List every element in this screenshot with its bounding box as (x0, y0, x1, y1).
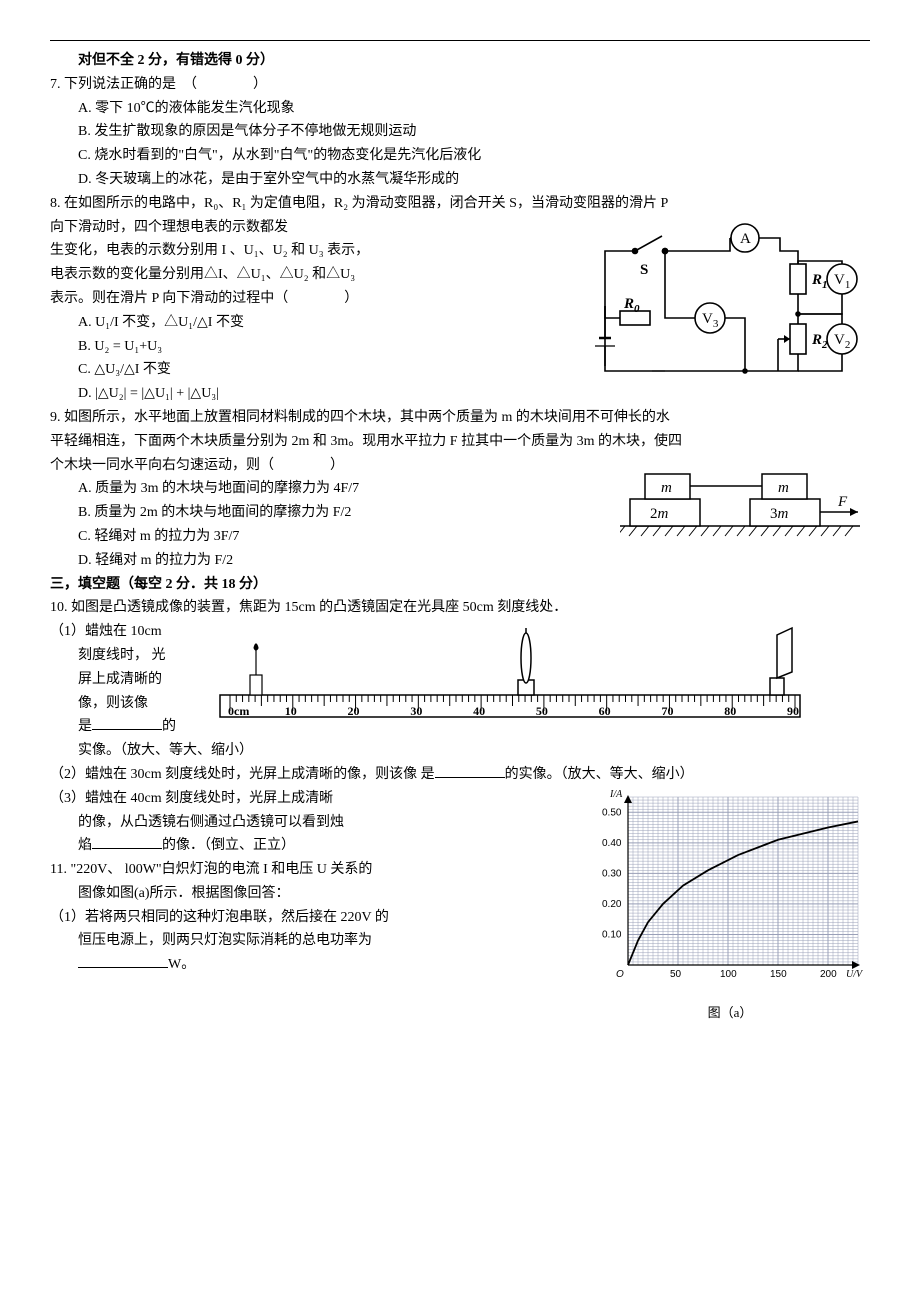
optical-bench: 0cm 10 20 30 40 50 60 70 80 90 (210, 620, 810, 730)
q11-caption: 图（a） (590, 1002, 870, 1024)
svg-text:70: 70 (661, 704, 673, 718)
q10-p3d: 的像．（倒立、正立） (162, 838, 295, 853)
q7-opt-a: A. 零下 10℃的液体能发生汽化现象 (50, 97, 870, 121)
label-m2: m (778, 480, 789, 496)
q10-p3c: 焰 (78, 838, 92, 853)
section3-title: 三，填空题（每空 2 分．共 18 分） (50, 573, 870, 597)
svg-text:O: O (616, 969, 624, 980)
q11-p1b: 恒压电源上，则两只灯泡实际消耗的总电功率为 (50, 929, 580, 953)
q11-p1c: W。 (168, 957, 195, 972)
q11-stem1: 11. "220V、 l00W"白炽灯泡的电流 I 和电压 U 关系的 (50, 858, 580, 882)
svg-text:10: 10 (285, 704, 297, 718)
top-rule (50, 40, 870, 41)
label-S: S (640, 262, 648, 278)
q11-stem2: 图像如图(a)所示．根据图像回答： (50, 882, 580, 906)
q9-opt-c: C. 轻绳对 m 的拉力为 3F/7 (50, 525, 610, 549)
q10-p1e: 是 (78, 719, 92, 734)
q8-stem-5: 表示。则在滑片 P 向下滑动的过程中（ ） (50, 287, 570, 311)
q9-diagram: m m 2m 3m F (620, 454, 870, 544)
label-m1: m (661, 480, 672, 496)
q7-stem: 7. 下列说法正确的是 （ ） (50, 73, 870, 97)
svg-text:0.40: 0.40 (602, 838, 622, 849)
q8-opt-a: A. U₁/I 不变，△U₁/△I 不变 (50, 311, 570, 335)
svg-text:100: 100 (720, 969, 737, 980)
q7-opt-d: D. 冬天玻璃上的冰花，是由于室外空气中的水蒸气凝华形成的 (50, 168, 870, 192)
blank-2 (435, 763, 505, 778)
q10-p1f: 的 (162, 719, 176, 734)
q10-p1c: 屏上成清晰的 (50, 668, 200, 692)
q10-p1a: （1）蜡烛在 10cm (50, 620, 200, 644)
q10-p3b: 的像，从凸透镜右侧通过凸透镜可以看到烛 (50, 811, 580, 835)
q7-opt-c: C. 烧水时看到的"白气"，从水到"白气"的物态变化是先汽化后液化 (50, 144, 870, 168)
q10-p3cd: 焰 的像．（倒立、正立） (50, 834, 580, 858)
label-F: F (837, 494, 848, 510)
q8-opt-b: B. U₂ = U₁+U₃ (50, 335, 570, 359)
svg-text:90: 90 (787, 704, 799, 718)
q8-opt-c: C. △U₃/△I 不变 (50, 358, 570, 382)
svg-text:200: 200 (820, 969, 837, 980)
q9-opt-a: A. 质量为 3m 的木块与地面间的摩擦力为 4F/7 (50, 477, 610, 501)
svg-text:80: 80 (724, 704, 736, 718)
svg-text:20: 20 (348, 704, 360, 718)
q10-p2a: （2）蜡烛在 30cm 刻度线处时，光屏上成清晰的像，则该像 是 (50, 767, 435, 782)
q8-stem-1: 8. 在如图所示的电路中，R₀、R₁ 为定值电阻，R₂ 为滑动变阻器，闭合开关 … (50, 192, 870, 216)
q8-text: 向下滑动时，四个理想电表的示数都发 生变化，电表的示数分别用 I 、U₁、U₂ … (50, 216, 570, 406)
q11-p1c-row: W。 (50, 953, 580, 977)
q10-p1g: 实像。（放大、等大、缩小） (50, 739, 870, 763)
q10-q11-text: （3）蜡烛在 40cm 刻度线处时，光屏上成清晰 的像，从凸透镜右侧通过凸透镜可… (50, 787, 580, 977)
q10-p1b: 刻度线时， 光 (50, 644, 200, 668)
svg-text:40: 40 (473, 704, 485, 718)
q9-stem-3: 个木块一同水平向右匀速运动，则（ ） (50, 454, 610, 478)
q9-text: 个木块一同水平向右匀速运动，则（ ） A. 质量为 3m 的木块与地面间的摩擦力… (50, 454, 610, 573)
q8-stem-3: 生变化，电表的示数分别用 I 、U₁、U₂ 和 U₃ 表示， (50, 239, 570, 263)
q8-circuit: S R0 R1 R2 A V3 V1 V2 (580, 216, 870, 386)
q8-opt-d: D. |△U₂| = |△U₁| + |△U₃| (50, 382, 570, 406)
svg-text:0.20: 0.20 (602, 899, 622, 910)
svg-text:50: 50 (536, 704, 548, 718)
q10-p3a: （3）蜡烛在 40cm 刻度线处时，光屏上成清晰 (50, 787, 580, 811)
label-2m: 2m (650, 506, 669, 522)
svg-text:60: 60 (599, 704, 611, 718)
scoring-note: 对但不全 2 分，有错选得 0 分） (50, 49, 870, 73)
blank-3 (92, 834, 162, 849)
svg-text:0.10: 0.10 (602, 929, 622, 940)
q11-chart: 50 100 150 200 0.10 0.20 0.30 0.40 0.50 O I/A U/V 图… (590, 787, 870, 1024)
q10-p2: （2）蜡烛在 30cm 刻度线处时，光屏上成清晰的像，则该像 是 的实像。（放大、… (50, 763, 870, 787)
blank-4 (78, 953, 168, 968)
blank-1 (92, 715, 162, 730)
label-3m: 3m (770, 506, 789, 522)
q10-stem: 10. 如图是凸透镜成像的装置，焦距为 15cm 的凸透镜固定在光具座 50cm… (50, 596, 870, 620)
svg-text:U/V: U/V (846, 969, 864, 980)
svg-text:I/A: I/A (609, 789, 623, 800)
svg-text:150: 150 (770, 969, 787, 980)
svg-text:0cm: 0cm (228, 704, 249, 718)
q9-stem-1: 9. 如图所示，水平地面上放置相同材料制成的四个木块，其中两个质量为 m 的木块… (50, 406, 870, 430)
q10-p1ef: 是的 (50, 715, 200, 739)
label-A: A (740, 231, 751, 247)
svg-text:0.50: 0.50 (602, 807, 622, 818)
q8-stem-2: 向下滑动时，四个理想电表的示数都发 (50, 216, 570, 240)
q10-p1d: 像，则该像 (50, 692, 200, 716)
q9-stem-2: 平轻绳相连，下面两个木块质量分别为 2m 和 3m。现用水平拉力 F 拉其中一个… (50, 430, 870, 454)
svg-text:30: 30 (410, 704, 422, 718)
q7-opt-b: B. 发生扩散现象的原因是气体分子不停地做无规则运动 (50, 120, 870, 144)
q9-opt-d: D. 轻绳对 m 的拉力为 F/2 (50, 549, 610, 573)
svg-text:50: 50 (670, 969, 682, 980)
q9-opt-b: B. 质量为 2m 的木块与地面间的摩擦力为 F/2 (50, 501, 610, 525)
q11-p1a: （1）若将两只相同的这种灯泡串联，然后接在 220V 的 (50, 906, 580, 930)
q10-p2b: 的实像。（放大、等大、缩小） (505, 767, 694, 782)
svg-text:0.30: 0.30 (602, 868, 622, 879)
q8-stem-4: 电表示数的变化量分别用△I、△U₁、△U₂ 和△U₃ (50, 263, 570, 287)
q10-p1-text: （1）蜡烛在 10cm 刻度线时， 光 屏上成清晰的 像，则该像 是的 (50, 620, 200, 739)
